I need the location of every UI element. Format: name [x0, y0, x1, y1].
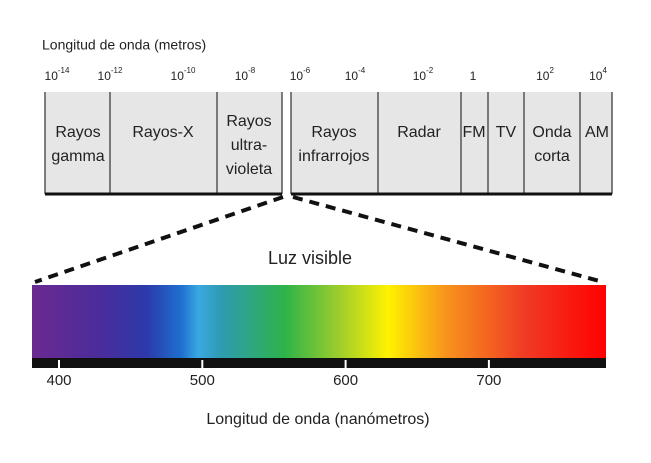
tick-exponent: 2	[549, 66, 554, 75]
top-tick-label: 10-6	[290, 66, 311, 83]
tick-exponent: -8	[248, 66, 256, 75]
scale-tick-label: 500	[190, 372, 215, 389]
top-tick-label: 10-10	[171, 66, 196, 83]
visible-title: Luz visible	[268, 248, 352, 268]
tick-base: 10	[171, 69, 185, 83]
top-tick-label: 104	[589, 66, 607, 83]
tick-exponent: -14	[58, 66, 70, 75]
tick-base: 10	[290, 69, 304, 83]
band-box	[291, 92, 612, 194]
tick-exponent: -10	[184, 66, 196, 75]
band-label: infrarrojos	[298, 148, 369, 165]
scale-tick-label: 400	[46, 372, 71, 389]
tick-exponent: -2	[426, 66, 434, 75]
tick-base: 10	[345, 69, 359, 83]
tick-base: 10	[536, 69, 550, 83]
tick-exponent: -12	[111, 66, 123, 75]
top-tick-label: 10-14	[45, 66, 70, 83]
spectrum	[32, 285, 606, 359]
tick-base: 10	[235, 69, 249, 83]
band-label: gamma	[51, 148, 104, 165]
band-label: Onda	[532, 124, 571, 141]
scale-tick-label: 700	[476, 372, 501, 389]
tick-base: 1	[470, 69, 477, 83]
zoom-lines	[34, 195, 604, 284]
tick-exponent: 4	[602, 66, 607, 75]
top-tick-label: 10-2	[413, 66, 434, 83]
visible-axis-title: Longitud de onda (nanómetros)	[206, 411, 429, 428]
band-label: Rayos	[311, 124, 356, 141]
band-label: AM	[585, 124, 609, 141]
scale-bar	[32, 358, 606, 368]
band-label: FM	[462, 124, 485, 141]
band-boxes	[44, 92, 613, 196]
tick-base: 10	[589, 69, 603, 83]
top-tick-label: 102	[536, 66, 554, 83]
tick-exponent: -6	[303, 66, 311, 75]
top-axis-title: Longitud de onda (metros)	[42, 37, 206, 53]
scale-tick-label: 600	[333, 372, 358, 389]
tick-base: 10	[98, 69, 112, 83]
band-label: TV	[496, 124, 517, 141]
band-label: Rayos	[55, 124, 100, 141]
band-label: corta	[534, 148, 570, 165]
top-tick-label: 10-4	[345, 66, 366, 83]
band-label: Rayos-X	[132, 124, 194, 141]
tick-exponent: -4	[358, 66, 366, 75]
band-label: ultra-	[231, 137, 267, 154]
band-label: Rayos	[226, 113, 271, 130]
tick-base: 10	[45, 69, 59, 83]
top-tick-label: 1	[470, 69, 477, 83]
tick-base: 10	[413, 69, 427, 83]
band-box	[45, 92, 282, 194]
top-tick-label: 10-12	[98, 66, 123, 83]
band-label: violeta	[226, 161, 272, 178]
top-tick-label: 10-8	[235, 66, 256, 83]
band-label: Radar	[397, 124, 441, 141]
